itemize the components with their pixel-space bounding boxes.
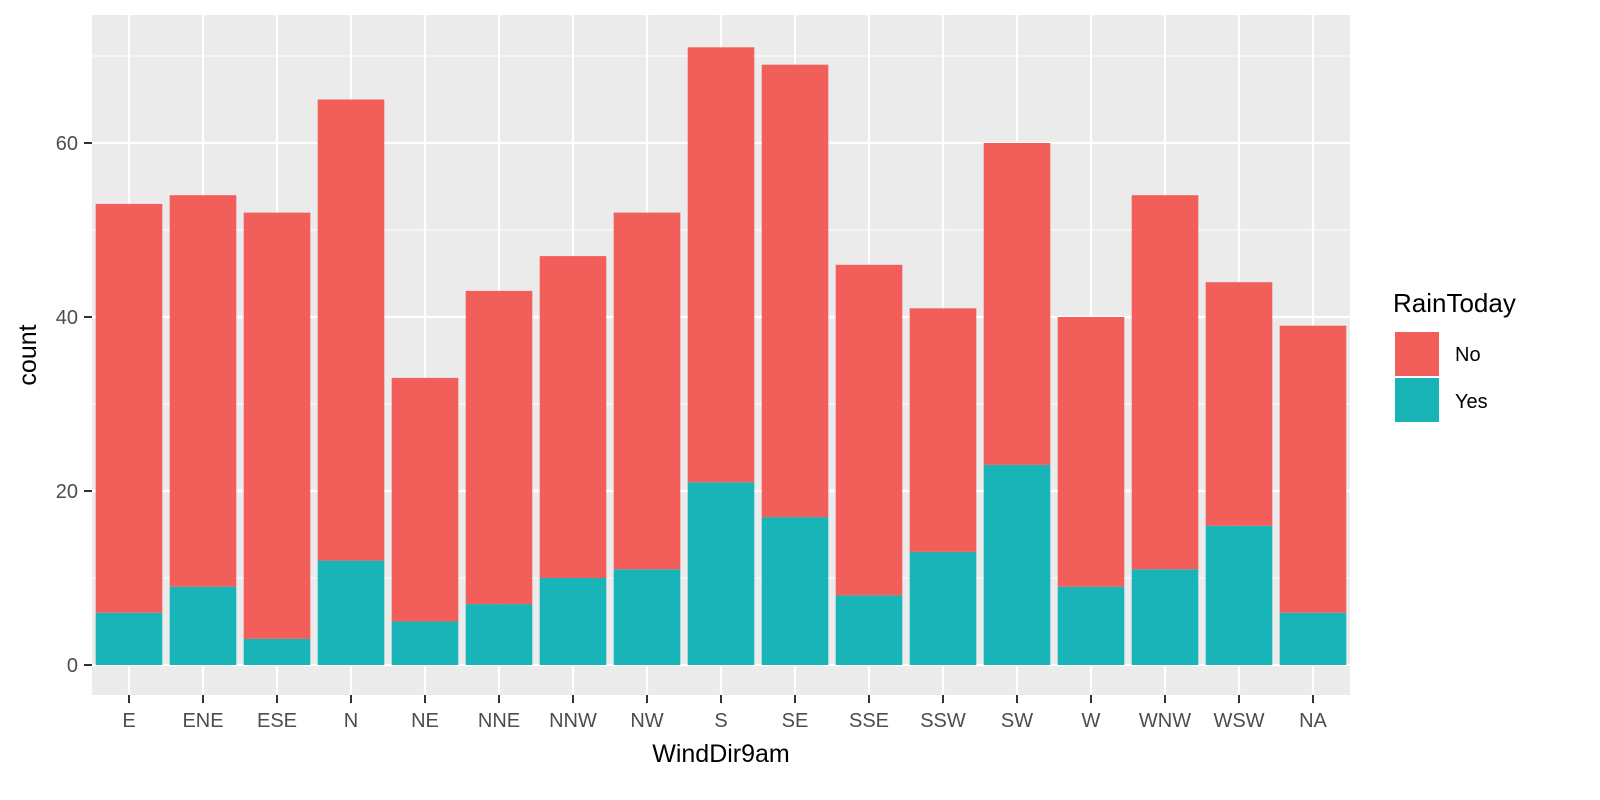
bar-no-e [95, 203, 163, 613]
bar-no-wnw [1131, 195, 1199, 570]
bar-yes-sse [835, 595, 903, 665]
x-tick-label-ssw: SSW [920, 710, 966, 732]
legend: RainToday No Yes [1393, 288, 1516, 422]
bar-yes-w [1057, 586, 1125, 665]
bar-no-nnw [539, 256, 607, 578]
y-tick-label: 60 [56, 133, 78, 155]
bar-yes-ssw [909, 551, 977, 665]
x-tick-label-ene: ENE [182, 710, 223, 732]
bar-yes-ene [169, 586, 237, 665]
x-tick-label-na: NA [1299, 710, 1327, 732]
y-tick-label: 20 [56, 481, 78, 503]
x-tick-label-sw: SW [1001, 710, 1033, 732]
legend-label-yes: Yes [1455, 391, 1488, 413]
bar-yes-nw [613, 569, 681, 665]
bar-no-sse [835, 264, 903, 596]
bar-no-na [1279, 325, 1347, 613]
x-tick-label-nnw: NNW [549, 710, 597, 732]
x-tick-label-s: S [714, 710, 727, 732]
bar-no-sw [983, 143, 1051, 465]
x-tick-label-nne: NNE [478, 710, 520, 732]
y-axis: 0 20 40 60 [56, 133, 92, 677]
bar-no-w [1057, 317, 1125, 587]
bar-no-ene [169, 195, 237, 587]
bar-no-se [761, 64, 829, 518]
x-tick-label-n: N [344, 710, 358, 732]
legend-title: RainToday [1393, 288, 1516, 318]
y-axis-title: count [14, 324, 42, 385]
x-axis: E ENE ESE N NE NNE NNW NW S SE SSE SSW SW W WNW WSW NA [122, 695, 1328, 732]
bar-no-nw [613, 212, 681, 570]
x-tick-label-sse: SSE [849, 710, 889, 732]
legend-label-no: No [1455, 344, 1481, 366]
x-tick-label-e: E [122, 710, 135, 732]
bar-yes-e [95, 612, 163, 665]
bar-no-ne [391, 377, 459, 622]
bar-no-n [317, 99, 385, 561]
bar-yes-na [1279, 612, 1347, 665]
x-tick-label-se: SE [782, 710, 809, 732]
bars [95, 47, 1347, 665]
bar-yes-n [317, 560, 385, 665]
bar-yes-wsw [1205, 525, 1273, 665]
bar-yes-wnw [1131, 569, 1199, 665]
bar-no-wsw [1205, 282, 1273, 526]
bar-yes-nnw [539, 578, 607, 665]
y-tick-label: 0 [67, 655, 78, 677]
x-tick-label-wsw: WSW [1213, 710, 1264, 732]
bar-yes-ese [243, 638, 311, 665]
x-tick-label-nw: NW [630, 710, 663, 732]
x-tick-label-ese: ESE [257, 710, 297, 732]
legend-key-no [1395, 332, 1439, 376]
bar-no-ese [243, 212, 311, 639]
bar-no-nne [465, 290, 533, 605]
y-tick-label: 40 [56, 307, 78, 329]
bar-no-ssw [909, 308, 977, 552]
x-tick-label-wnw: WNW [1139, 710, 1191, 732]
bar-yes-s [687, 482, 755, 665]
bar-yes-sw [983, 464, 1051, 665]
bar-no-s [687, 47, 755, 483]
x-axis-title: WindDir9am [652, 740, 790, 768]
x-tick-label-w: W [1082, 710, 1101, 732]
legend-key-yes [1395, 378, 1439, 422]
bar-yes-se [761, 517, 829, 665]
bar-yes-ne [391, 621, 459, 665]
bar-yes-nne [465, 604, 533, 665]
x-tick-label-ne: NE [411, 710, 439, 732]
